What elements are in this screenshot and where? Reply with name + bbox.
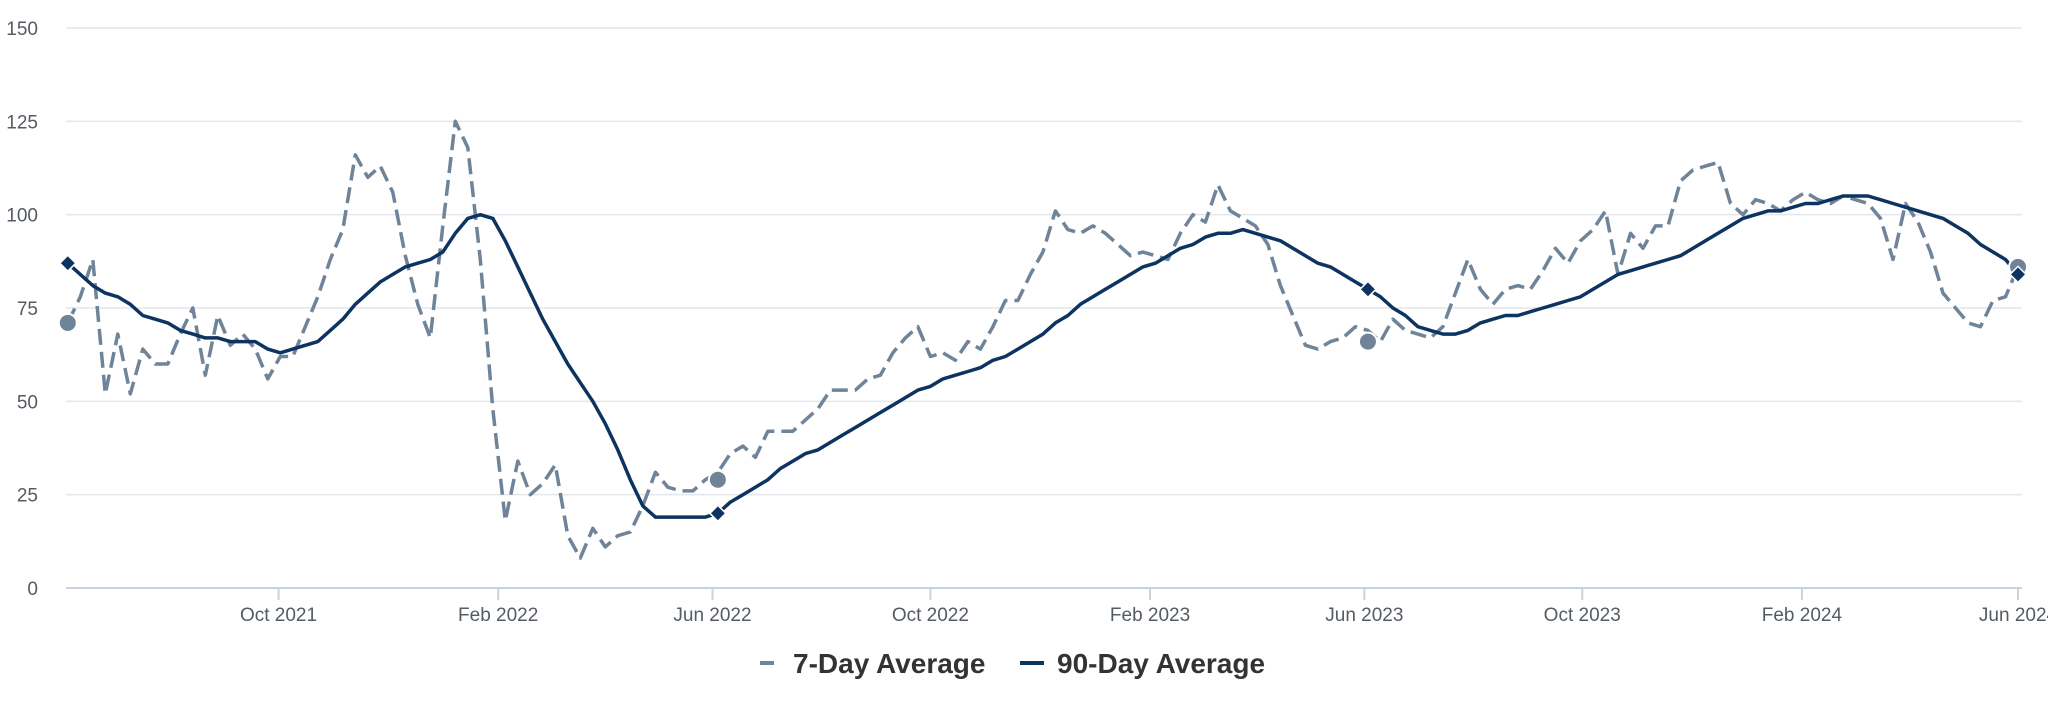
point-marker-7-day[interactable] (707, 469, 728, 490)
x-axis: Oct 2021 Feb 2022 Jun 2022 Oct 2022 Feb 2023… (66, 587, 2048, 626)
x-tick-label: Oct 2022 (892, 605, 969, 626)
x-tick-label: Feb 2024 (1762, 605, 1843, 626)
grid-layer (66, 27, 2022, 496)
point-marker-90-day[interactable] (58, 254, 77, 273)
series-line-90-day-average[interactable] (66, 194, 2020, 519)
y-tick-label: 0 (27, 579, 38, 600)
legend[interactable]: 7-Day Average 90-Day Average (760, 648, 1265, 679)
legend-item-7-day[interactable]: 7-Day Average (760, 648, 985, 679)
marker-layer (57, 254, 2028, 523)
series-layer (66, 119, 2020, 560)
legend-label-90-day-average: 90-Day Average (1057, 648, 1265, 679)
point-marker-90-day[interactable] (708, 504, 727, 523)
x-tick-label: Feb 2023 (1110, 605, 1190, 626)
series-line-7-day-average[interactable] (66, 119, 2020, 560)
x-tick-label: Jun 2022 (673, 605, 751, 626)
legend-label-7-day-average: 7-Day Average (793, 648, 985, 679)
x-tick-label: Feb 2022 (458, 605, 538, 626)
x-tick-label: Oct 2021 (240, 605, 317, 626)
point-marker-7-day[interactable] (57, 312, 78, 333)
y-tick-label: 100 (6, 206, 38, 227)
x-tick-label: Jun 2023 (1325, 605, 1403, 626)
point-marker-7-day[interactable] (1357, 331, 1378, 352)
x-tick-label: Jun 2024 (1979, 605, 2048, 626)
y-tick-label: 150 (6, 19, 38, 40)
y-tick-label: 50 (17, 392, 38, 413)
y-tick-label: 25 (17, 486, 38, 507)
y-tick-label: 125 (6, 112, 38, 133)
y-axis-ticks: 0 25 50 75 100 125 150 (6, 19, 38, 600)
legend-item-90-day[interactable]: 90-Day Average (1020, 648, 1265, 679)
point-marker-90-day[interactable] (1358, 280, 1377, 299)
y-tick-label: 75 (17, 299, 38, 320)
point-marker-90-day[interactable] (2008, 265, 2028, 284)
x-tick-label: Oct 2023 (1544, 605, 1621, 626)
